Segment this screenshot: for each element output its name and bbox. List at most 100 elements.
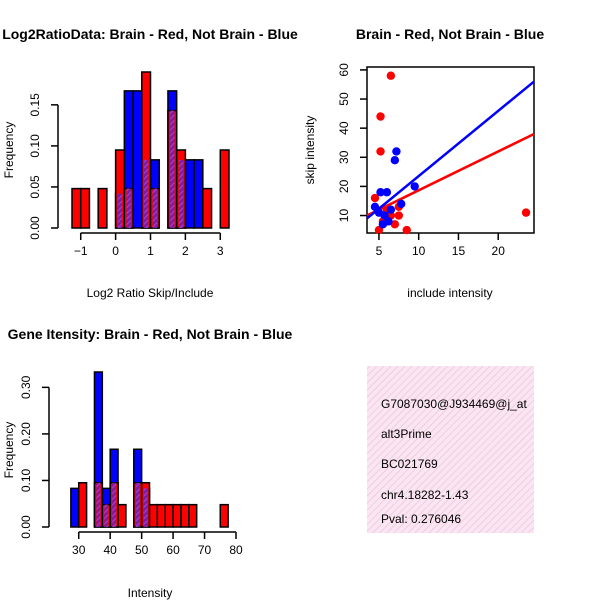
intensity-histogram-bars [70,371,229,528]
scatter-fit-lines [366,80,535,220]
scatter-y-tick-label-3: 40 [337,121,351,135]
brain-point-12 [402,225,411,235]
scatter-axes: 5 10 15 20 10 20 30 40 50 60 [337,63,505,258]
brain-bar-2-1 [77,482,88,528]
x-tick-label-2-5: 80 [229,543,243,557]
overlap-bar-2-8 [135,482,140,527]
y-tick-label-0-0: 0.00 [28,216,42,240]
brain-bar-2-15 [188,503,198,528]
overlap-bar-2-5 [112,482,117,527]
scatter-x-tick-label-3: 20 [492,244,506,258]
brain-bar-0-0 [71,187,82,229]
x-tick-label-0-2: 1 [147,244,154,258]
gene-intensity-histogram: Gene Itensity: Brain - Red, Not Brain - … [2,326,293,600]
scatter-ylabel: skip intensity [303,116,317,185]
intensity-histogram-xlabel: Intensity [128,586,173,600]
not-brain-point-6 [384,217,393,226]
not-brain-fit-line [366,80,535,220]
intensity-scatter-plot: Brain - Red, Not Brain - Blue include in… [303,26,544,300]
brain-bar-0-1 [79,187,91,229]
brain-bar-0-17 [219,149,230,229]
scatter-x-tick-label-1: 10 [412,244,426,258]
overlap-bar-2-4 [104,504,109,527]
not-brain-point-2 [376,188,385,197]
overlap-bar-0-9 [152,188,158,228]
not-brain-point-8 [390,155,400,165]
scatter-y-tick-label-4: 50 [337,92,351,106]
y-tick-label-0-2: 0.10 [28,134,42,158]
y-tick-label-2-1: 0.10 [19,468,33,492]
scatter-x-tick-label-2: 15 [452,244,466,258]
y-tick-label-0-1: 0.05 [28,175,42,199]
not-brain-bar-0-6 [132,90,143,229]
brain-point-11 [394,211,404,220]
brain-point-8 [386,71,396,80]
y-tick-label-2-3: 0.30 [19,375,33,399]
scatter-x-tick-label-0: 5 [376,244,383,258]
intensity-histogram-axes: 30 40 50 60 70 80 0.00 0.10 0.20 0.30 [19,375,243,557]
scatter-title: Brain - Red, Not Brain - Blue [356,26,544,42]
intensity-histogram-title: Gene Itensity: Brain - Red, Not Brain - … [8,326,293,342]
overlap-bar-0-12 [178,159,184,228]
not-brain-bar-2-0 [70,487,80,528]
not-brain-point-7 [386,205,396,214]
log2-histogram-bars [71,71,230,229]
scatter-y-tick-label-5: 60 [337,63,351,77]
intensity-histogram-ylabel: Frequency [2,422,16,479]
scatter-plot-box [366,66,535,234]
scatter-points [370,71,531,235]
scatter-y-tick-label-1: 20 [337,179,351,193]
scatter-y-tick-label-2: 30 [337,150,351,164]
not-brain-point-5 [382,188,392,197]
not-brain-point-9 [392,147,401,156]
y-tick-label-2-0: 0.00 [19,515,33,539]
log2-histogram-axes: −1 0 1 2 3 0.00 0.05 0.10 0.15 [28,93,224,258]
brain-point-13 [521,208,531,217]
brain-bar-2-12 [164,503,174,528]
x-tick-label-0-3: 2 [182,244,189,258]
overlap-bar-0-8 [143,159,149,228]
brain-point-9 [390,220,400,229]
x-tick-label-0-0: −1 [74,244,88,258]
info-panel-background [367,366,534,533]
log2-histogram-ylabel: Frequency [2,122,16,179]
info-accession: BC021769 [381,457,438,471]
brain-point-2 [376,147,385,156]
brain-bar-2-14 [180,503,190,528]
not-brain-bar-0-12 [184,159,195,229]
scatter-xlabel: include intensity [407,286,492,300]
overlap-bar-0-6 [126,188,131,228]
info-location: chr4.18282-1.43 [381,488,469,502]
brain-point-0 [370,193,380,203]
info-event-type: alt3Prime [381,427,432,441]
scatter-y-tick-label-0: 10 [337,209,351,223]
brain-point-3 [376,112,385,121]
brain-bar-2-6 [117,503,127,528]
brain-bar-2-11 [156,503,166,528]
brain-bar-0-15 [202,187,213,229]
overlap-bar-2-9 [143,488,148,527]
overlap-bar-2-3 [96,482,101,527]
x-tick-label-2-4: 70 [198,543,212,557]
log2-ratio-histogram: Log2RatioData: Brain - Red, Not Brain - … [2,26,298,300]
y-tick-label-2-2: 0.20 [19,422,33,446]
x-tick-label-0-1: 0 [112,244,119,258]
not-brain-point-10 [396,199,406,209]
brain-bar-2-19 [219,503,229,528]
x-tick-label-2-3: 60 [166,543,180,557]
x-tick-label-2-0: 30 [72,543,86,557]
not-brain-point-11 [410,182,419,191]
not-brain-bar-0-13 [193,159,204,229]
overlap-bar-0-5 [117,193,123,228]
probe-info-panel: G7087030@J934469@j_at alt3Prime BC021769… [367,366,534,533]
info-probe-id: G7087030@J934469@j_at [381,397,527,411]
x-tick-label-2-1: 40 [104,543,118,557]
brain-bar-0-3 [97,187,108,229]
brain-bar-2-10 [148,503,159,528]
x-tick-label-0-4: 3 [217,244,224,258]
log2-histogram-title: Log2RatioData: Brain - Red, Not Brain - … [2,26,298,42]
info-pval: Pval: 0.276046 [381,512,461,526]
brain-bar-2-13 [172,503,182,528]
x-tick-label-2-2: 50 [135,543,149,557]
